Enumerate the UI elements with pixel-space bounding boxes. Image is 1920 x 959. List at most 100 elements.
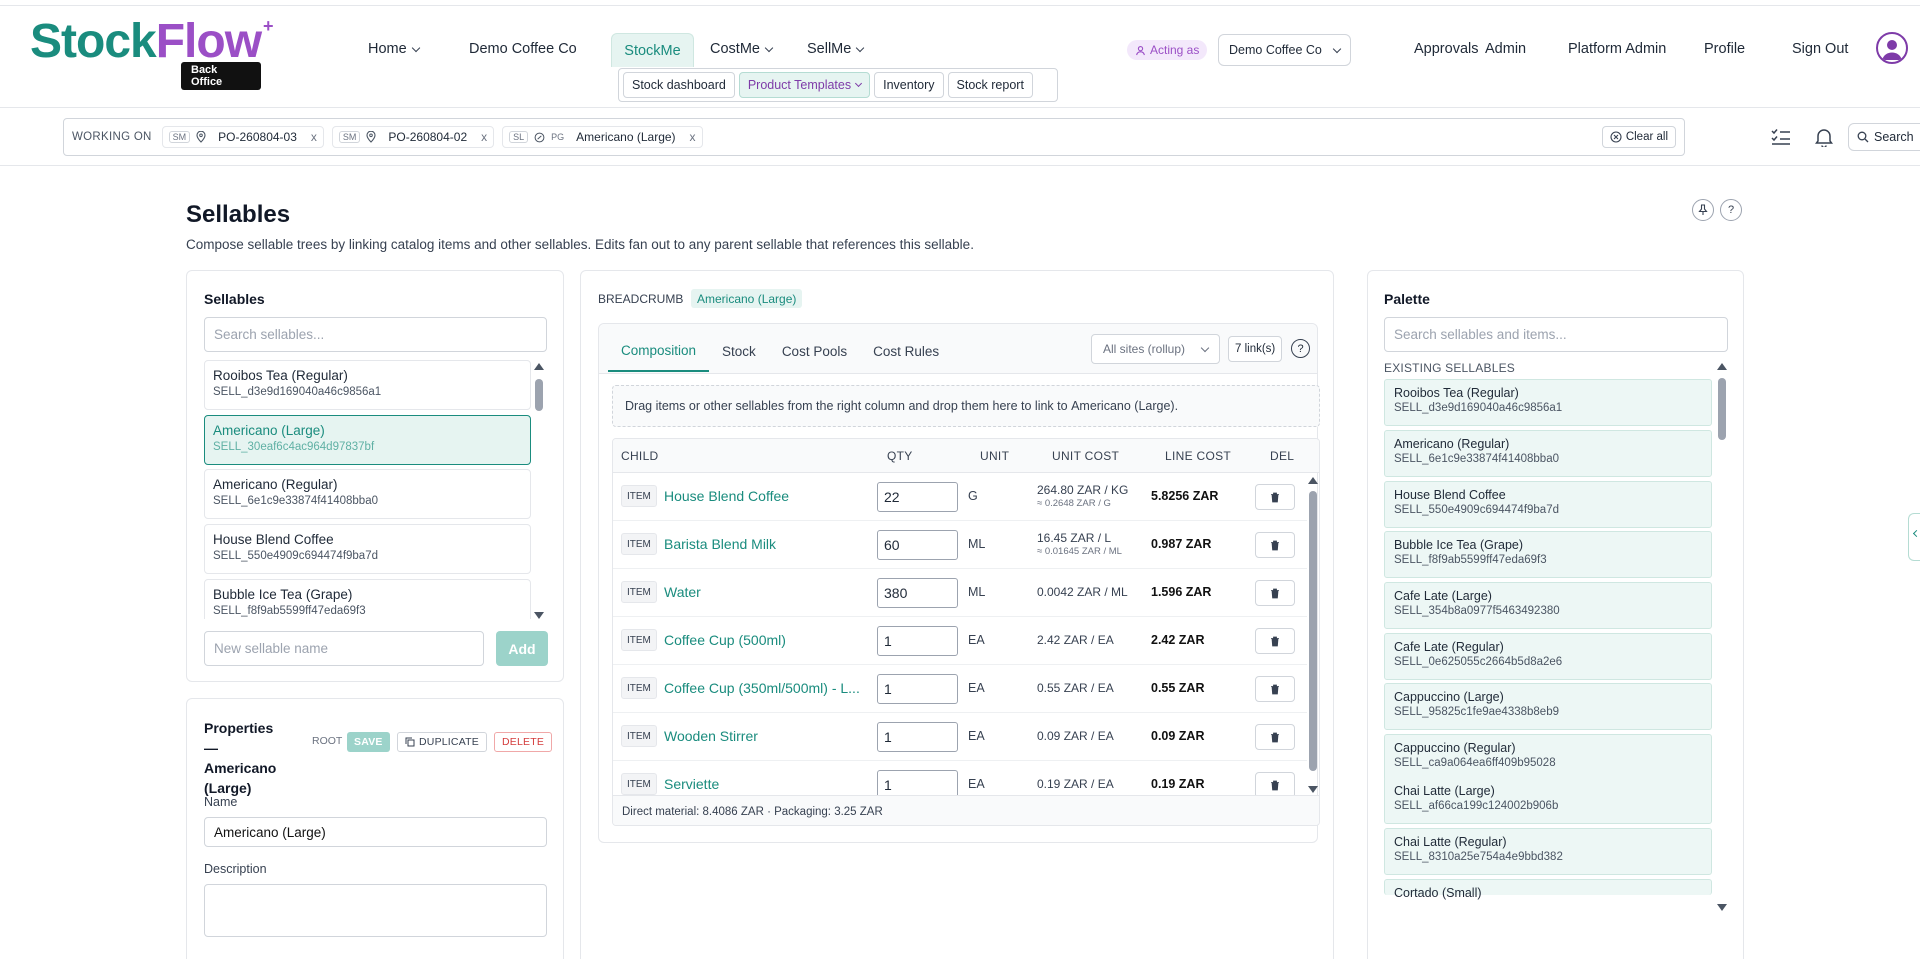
- new-sellable-input[interactable]: New sellable name: [204, 631, 484, 666]
- delete-row-button[interactable]: [1255, 532, 1295, 558]
- nav-costme[interactable]: CostMe: [710, 41, 774, 57]
- working-chip-sellable[interactable]: SL PG Americano (Large) x: [502, 126, 703, 148]
- nav-stockme[interactable]: StockMe: [611, 33, 694, 67]
- palette-item-name: Bubble Ice Tea (Grape): [1394, 538, 1524, 552]
- child-link[interactable]: Serviette: [664, 776, 720, 792]
- list-item[interactable]: Rooibos Tea (Regular) SELL_d3e9d169040a4…: [204, 360, 531, 410]
- palette-item[interactable]: Cappuccino (Regular) SELL_ca9a064ea6ff409…: [1384, 734, 1712, 779]
- scroll-down-icon[interactable]: [1308, 786, 1318, 793]
- child-link[interactable]: Barista Blend Milk: [664, 536, 777, 552]
- qty-input[interactable]: 1: [877, 674, 958, 704]
- palette-search-input[interactable]: Search sellables and items...: [1384, 317, 1728, 352]
- nav-approvals[interactable]: Approvals: [1414, 41, 1478, 57]
- help-icon[interactable]: ?: [1291, 339, 1310, 358]
- avatar[interactable]: [1876, 32, 1908, 64]
- qty-input[interactable]: 1: [877, 626, 958, 656]
- child-link[interactable]: Wooden Stirrer: [664, 728, 758, 744]
- child-link[interactable]: Water: [664, 584, 701, 600]
- delete-row-button[interactable]: [1255, 580, 1295, 606]
- list-item[interactable]: House Blend Coffee SELL_550e4909c694474f…: [204, 524, 531, 574]
- subnav-product-templates[interactable]: Product Templates: [738, 72, 871, 98]
- palette-item[interactable]: Chai Latte (Regular) SELL_8310a25e754a4e9…: [1384, 828, 1712, 875]
- breadcrumb[interactable]: Americano (Large): [691, 289, 803, 308]
- palette-item[interactable]: Chai Latte (Large) SELL_af66ca199c124002b…: [1384, 779, 1712, 824]
- scroll-up-icon[interactable]: [1308, 477, 1318, 484]
- description-field[interactable]: [204, 884, 547, 937]
- subnav-stock-dashboard[interactable]: Stock dashboard: [623, 72, 735, 98]
- palette-item[interactable]: Americano (Regular) SELL_6e1c9e33874f4140…: [1384, 430, 1712, 477]
- brand-logo[interactable]: StockFlow + Back Office: [30, 16, 274, 90]
- scroll-up-icon[interactable]: [1717, 363, 1727, 370]
- list-item[interactable]: Bubble Ice Tea (Grape) SELL_f8f9ab5599ff…: [204, 579, 531, 619]
- table-scrollbar[interactable]: [1308, 477, 1318, 793]
- sellables-search-input[interactable]: Search sellables...: [204, 317, 547, 352]
- nav-home[interactable]: Home: [368, 41, 420, 57]
- qty-input[interactable]: 1: [877, 722, 958, 752]
- qty-input[interactable]: 22: [877, 482, 958, 512]
- palette-item[interactable]: Bubble Ice Tea (Grape) SELL_f8f9ab5599ff4…: [1384, 531, 1712, 578]
- child-link[interactable]: House Blend Coffee: [664, 488, 790, 504]
- delete-row-button[interactable]: [1255, 772, 1295, 795]
- scroll-down-icon[interactable]: [1717, 904, 1727, 911]
- palette-item[interactable]: Rooibos Tea (Regular) SELL_d3e9d169040a46…: [1384, 379, 1712, 426]
- save-button[interactable]: SAVE: [347, 732, 390, 752]
- side-drawer-toggle[interactable]: [1908, 513, 1920, 561]
- bell-icon[interactable]: [1812, 125, 1836, 149]
- delete-row-button[interactable]: [1255, 484, 1295, 510]
- unit-cost-main: 264.80 ZAR / KG: [1037, 483, 1129, 497]
- palette-item[interactable]: Cafe Late (Large) SELL_354b8a0977f5463492…: [1384, 582, 1712, 629]
- working-chip-po-03[interactable]: SM PO-260804-03 x: [161, 126, 324, 148]
- site-select[interactable]: All sites (rollup): [1091, 334, 1220, 364]
- duplicate-button[interactable]: DUPLICATE: [397, 732, 487, 752]
- nav-profile[interactable]: Profile: [1704, 41, 1745, 57]
- nav-sign-out[interactable]: Sign Out: [1792, 41, 1848, 57]
- scroll-thumb[interactable]: [1718, 378, 1726, 440]
- delete-row-button[interactable]: [1255, 628, 1295, 654]
- search-button[interactable]: Search: [1848, 123, 1920, 151]
- palette-item[interactable]: Cappuccino (Large) SELL_95825c1fe9ae4338b…: [1384, 683, 1712, 730]
- close-icon[interactable]: x: [689, 130, 696, 144]
- qty-input[interactable]: 60: [877, 530, 958, 560]
- nav-company[interactable]: Demo Coffee Co: [469, 41, 577, 57]
- scroll-thumb[interactable]: [535, 379, 543, 411]
- drop-zone[interactable]: Drag items or other sellables from the r…: [612, 385, 1320, 427]
- palette-scrollbar[interactable]: [1717, 363, 1727, 911]
- palette-item[interactable]: House Blend Coffee SELL_550e4909c694474f9…: [1384, 481, 1712, 528]
- close-icon[interactable]: x: [481, 130, 488, 144]
- palette-item[interactable]: Cortado (Small): [1384, 879, 1712, 900]
- palette-item[interactable]: Cafe Late (Regular) SELL_0e625055c2664b5d…: [1384, 633, 1712, 680]
- subnav-stock-report[interactable]: Stock report: [947, 72, 1033, 98]
- checklist-icon[interactable]: [1769, 125, 1793, 149]
- child-link[interactable]: Coffee Cup (500ml): [664, 632, 786, 648]
- delete-button[interactable]: DELETE: [494, 732, 553, 752]
- sellables-scrollbar[interactable]: [534, 363, 544, 619]
- qty-input[interactable]: 1: [877, 770, 958, 795]
- tab-composition[interactable]: Composition: [608, 330, 710, 372]
- drop-zone-target: Americano (Large): [1071, 399, 1175, 413]
- add-sellable-button[interactable]: Add: [496, 631, 548, 666]
- nav-platform-admin[interactable]: Platform Admin: [1568, 41, 1666, 57]
- list-item[interactable]: Americano (Regular) SELL_6e1c9e33874f414…: [204, 469, 531, 519]
- palette-item-name: Cafe Late (Large): [1394, 589, 1492, 603]
- help-icon[interactable]: ?: [1720, 199, 1742, 221]
- tab-stock[interactable]: Stock: [722, 343, 756, 359]
- scroll-thumb[interactable]: [1309, 491, 1317, 771]
- delete-row-button[interactable]: [1255, 724, 1295, 750]
- acting-company-select[interactable]: Demo Coffee Co: [1218, 34, 1351, 66]
- clear-all-button[interactable]: Clear all: [1601, 126, 1676, 148]
- tab-cost-rules[interactable]: Cost Rules: [873, 343, 940, 359]
- delete-row-button[interactable]: [1255, 676, 1295, 702]
- scroll-up-icon[interactable]: [534, 363, 544, 370]
- child-link[interactable]: Coffee Cup (350ml/500ml) - L...: [664, 680, 860, 696]
- qty-input[interactable]: 380: [877, 578, 958, 608]
- nav-admin[interactable]: Admin: [1485, 41, 1526, 57]
- scroll-down-icon[interactable]: [534, 612, 544, 619]
- subnav-inventory[interactable]: Inventory: [874, 72, 944, 98]
- name-field[interactable]: Americano (Large): [204, 817, 547, 847]
- nav-sellme[interactable]: SellMe: [807, 41, 865, 57]
- working-chip-po-02[interactable]: SM PO-260804-02 x: [331, 126, 495, 148]
- tab-cost-pools[interactable]: Cost Pools: [781, 343, 848, 359]
- pin-icon[interactable]: [1692, 199, 1714, 221]
- list-item-selected[interactable]: Americano (Large) SELL_30eaf6c4ac964d978…: [204, 415, 531, 465]
- close-icon[interactable]: x: [310, 130, 317, 144]
